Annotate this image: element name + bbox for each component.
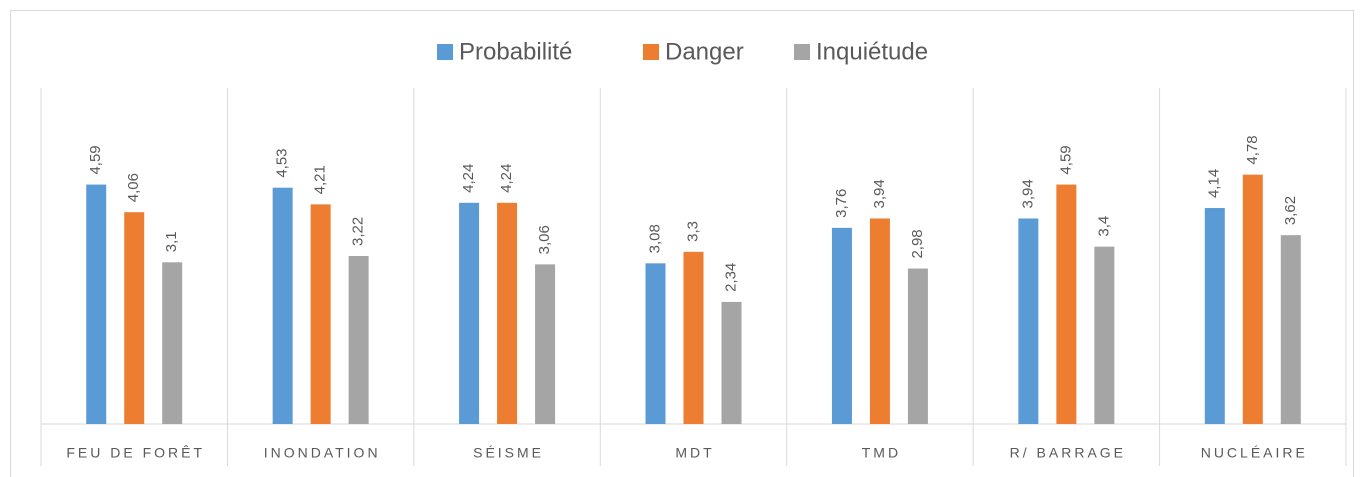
bar <box>645 263 666 424</box>
bar <box>272 187 293 424</box>
bar <box>162 262 183 424</box>
bar <box>831 227 852 424</box>
x-tick-label: SÉISME <box>473 445 544 461</box>
value-label: 3,06 <box>536 225 553 254</box>
value-label: 4,21 <box>312 165 329 194</box>
value-label: 3,94 <box>871 179 888 208</box>
x-tick-label: INONDATION <box>264 445 381 461</box>
x-tick-label: TMD <box>862 445 901 461</box>
value-label: 3,1 <box>163 231 180 252</box>
value-label: 4,78 <box>1244 135 1261 164</box>
value-label: 4,59 <box>1057 145 1074 174</box>
legend-label: Inquiétude <box>816 38 928 65</box>
bar <box>1056 184 1077 424</box>
value-label: 3,76 <box>833 189 850 218</box>
bar <box>348 256 369 424</box>
legend-swatch <box>794 44 810 60</box>
bar <box>721 301 742 424</box>
bar <box>869 218 890 424</box>
bar <box>459 202 480 424</box>
bar <box>907 268 928 424</box>
legend-label: Danger <box>665 38 744 65</box>
value-label: 3,3 <box>684 221 701 242</box>
value-label: 3,62 <box>1282 196 1299 225</box>
value-label: 4,24 <box>460 164 477 193</box>
value-label: 3,4 <box>1095 216 1112 237</box>
value-label: 3,94 <box>1019 179 1036 208</box>
bar <box>1204 208 1225 424</box>
x-tick-label: NUCLÉAIRE <box>1201 445 1308 461</box>
chart-border <box>10 10 1354 477</box>
value-label: 4,53 <box>274 148 291 177</box>
legend-swatch <box>437 44 453 60</box>
value-label: 4,06 <box>125 173 142 202</box>
value-label: 4,14 <box>1206 169 1223 198</box>
bar <box>535 264 556 424</box>
value-label: 3,22 <box>350 217 367 246</box>
value-label: 3,08 <box>646 224 663 253</box>
bar <box>1242 174 1263 424</box>
value-label: 2,34 <box>722 263 739 292</box>
legend-swatch <box>643 44 659 60</box>
x-tick-label: MDT <box>675 445 714 461</box>
bar <box>1018 218 1039 424</box>
value-label: 2,98 <box>909 229 926 258</box>
bar <box>683 251 704 424</box>
bar <box>310 204 331 424</box>
x-tick-label: R/ BARRAGE <box>1010 445 1126 461</box>
bar <box>1094 246 1115 424</box>
legend-label: Probabilité <box>459 38 572 65</box>
value-label: 4,59 <box>87 145 104 174</box>
bar <box>497 202 518 424</box>
bar <box>124 212 145 424</box>
x-tick-label: FEU DE FORÊT <box>66 445 205 461</box>
bar <box>86 184 107 424</box>
value-label: 4,24 <box>498 164 515 193</box>
bar <box>1280 235 1301 424</box>
